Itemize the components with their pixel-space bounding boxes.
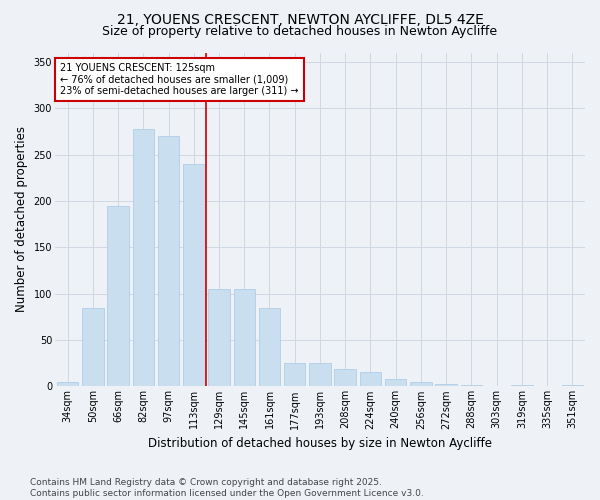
Bar (208, 289, 230, 386)
Bar (57, 382, 79, 386)
Bar (284, 363, 305, 386)
Bar (436, 384, 457, 386)
Bar (385, 379, 406, 386)
Text: Size of property relative to detached houses in Newton Aycliffe: Size of property relative to detached ho… (103, 25, 497, 38)
Text: 21 YOUENS CRESCENT: 125sqm
← 76% of detached houses are smaller (1,009)
23% of s: 21 YOUENS CRESCENT: 125sqm ← 76% of deta… (60, 62, 299, 96)
Text: Contains HM Land Registry data © Crown copyright and database right 2025.
Contai: Contains HM Land Registry data © Crown c… (30, 478, 424, 498)
Bar (334, 369, 356, 386)
Text: 21, YOUENS CRESCENT, NEWTON AYCLIFFE, DL5 4ZE: 21, YOUENS CRESCENT, NEWTON AYCLIFFE, DL… (116, 12, 484, 26)
Bar (133, 128, 154, 386)
Bar (183, 164, 205, 386)
X-axis label: Distribution of detached houses by size in Newton Aycliffe: Distribution of detached houses by size … (148, 437, 492, 450)
Bar (82, 308, 104, 386)
Bar (107, 206, 129, 386)
Y-axis label: Number of detached properties: Number of detached properties (15, 126, 28, 312)
Bar (360, 372, 381, 386)
Bar (410, 382, 431, 386)
Bar (259, 308, 280, 386)
Bar (233, 289, 255, 386)
Bar (158, 136, 179, 386)
Bar (309, 363, 331, 386)
